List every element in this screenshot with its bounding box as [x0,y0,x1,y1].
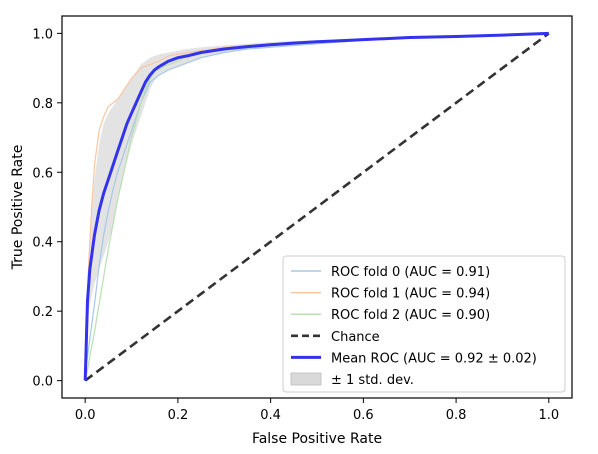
x-tick-label: 0.4 [260,408,281,423]
plot-frame [61,15,573,399]
y-axis-label: True Positive Rate [10,145,26,271]
plot-area [83,31,550,382]
y-tick-label: 1.0 [32,27,53,42]
y-tick-label: 0.8 [32,97,53,112]
x-tick-label: 0.2 [168,408,189,423]
legend-swatch-band [290,372,322,386]
chance-line [84,32,550,382]
axis-ticks: 0.0 0.2 0.4 0.6 0.8 1.0 0.0 0.2 0.4 0.6 0.8 1.0 [32,27,559,423]
legend-label-4: Mean ROC (AUC = 0.92 ± 0.02) [331,351,537,366]
legend-label-2: ROC fold 2 (AUC = 0.90) [331,308,490,323]
x-tick-label: 0.6 [353,408,374,423]
x-axis-label: False Positive Rate [252,431,382,447]
y-tick-label: 0.2 [32,305,53,320]
legend-label-5: ± 1 std. dev. [331,373,414,388]
y-tick-label: 0.6 [32,166,53,181]
legend: ROC fold 0 (AUC = 0.91) ROC fold 1 (AUC =… [282,255,566,393]
y-tick-label: 0.0 [32,375,53,390]
legend-label-3: Chance [331,330,380,345]
x-tick-label: 1.0 [538,408,559,423]
legend-label-0: ROC fold 0 (AUC = 0.91) [331,265,490,280]
legend-box [282,255,566,393]
x-tick-label: 0.8 [446,408,467,423]
y-tick-label: 0.4 [32,236,53,251]
x-tick-label: 0.0 [75,408,96,423]
mean-roc-line [83,31,549,381]
legend-label-1: ROC fold 1 (AUC = 0.94) [331,287,490,302]
